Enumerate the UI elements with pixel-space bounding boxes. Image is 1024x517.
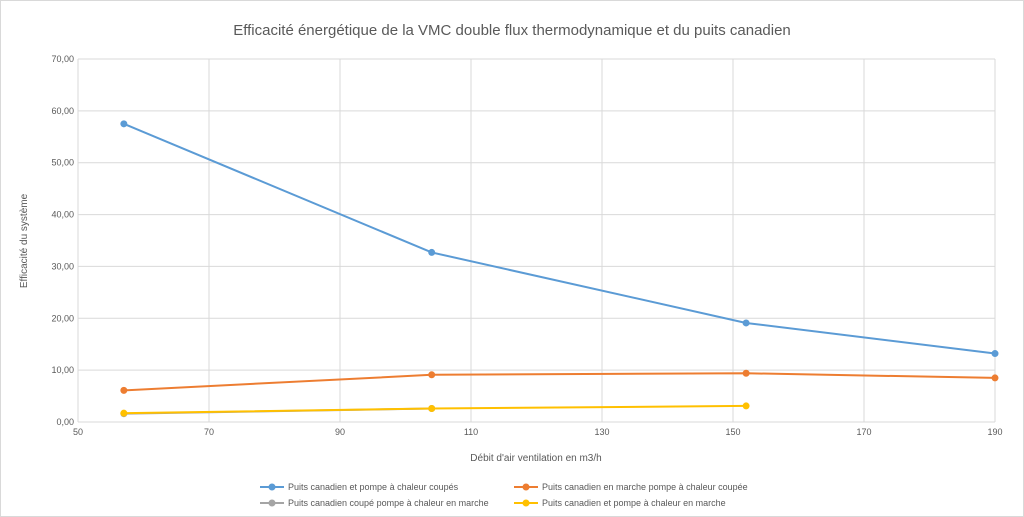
series-line — [123, 122, 996, 355]
series-line — [123, 372, 996, 392]
legend: Puits canadien et pompe à chaleur coupés… — [260, 482, 748, 508]
data-point — [120, 409, 128, 417]
data-point — [742, 369, 750, 377]
chart-title: Efficacité énergétique de la VMC double … — [233, 22, 791, 39]
data-point — [428, 405, 436, 413]
y-tick-label: 70,00 — [51, 54, 74, 64]
gridlines — [77, 58, 996, 423]
y-tick-label: 60,00 — [51, 106, 74, 116]
x-tick-label: 150 — [725, 427, 740, 437]
legend-label: Puits canadien et pompe à chaleur en mar… — [542, 498, 726, 508]
data-point — [991, 374, 999, 382]
y-tick-label: 0,00 — [56, 417, 74, 427]
data-point — [742, 319, 750, 327]
x-axis-title: Débit d'air ventilation en m3/h — [470, 453, 601, 464]
x-tick-label: 90 — [335, 427, 345, 437]
legend-swatch-marker — [522, 483, 530, 491]
y-tick-label: 50,00 — [51, 158, 74, 168]
data-point — [742, 402, 750, 410]
series-4 — [120, 402, 750, 417]
x-tick-label: 190 — [987, 427, 1002, 437]
x-tick-label: 50 — [73, 427, 83, 437]
series-1 — [120, 120, 999, 358]
data-point — [120, 386, 128, 394]
data-point — [120, 120, 128, 128]
x-tick-label: 70 — [204, 427, 214, 437]
y-tick-label: 30,00 — [51, 261, 74, 271]
x-tick-label: 170 — [856, 427, 871, 437]
data-point — [428, 371, 436, 379]
x-tick-label: 110 — [464, 427, 478, 437]
legend-swatch-marker — [268, 483, 276, 491]
x-axis-ticks: 50 70 90 110 130 150 170 190 — [73, 427, 1003, 437]
data-point — [428, 248, 436, 256]
legend-label: Puits canadien et pompe à chaleur coupés — [288, 482, 459, 492]
y-tick-label: 20,00 — [51, 313, 74, 323]
legend-label: Puits canadien en marche pompe à chaleur… — [542, 482, 748, 492]
legend-swatch-marker — [522, 499, 530, 507]
y-axis-ticks: 0,00 10,00 20,00 30,00 40,00 50,00 60,00 70,00 — [51, 54, 74, 427]
y-axis-title: Efficacité du système — [19, 193, 30, 288]
data-point — [991, 350, 999, 358]
y-tick-label: 40,00 — [51, 210, 74, 220]
legend-label: Puits canadien coupé pompe à chaleur en … — [288, 498, 489, 508]
legend-swatch-marker — [268, 499, 276, 507]
x-tick-label: 130 — [594, 427, 609, 437]
series-2 — [120, 369, 999, 394]
y-tick-label: 10,00 — [51, 365, 74, 375]
series-group — [120, 120, 999, 418]
